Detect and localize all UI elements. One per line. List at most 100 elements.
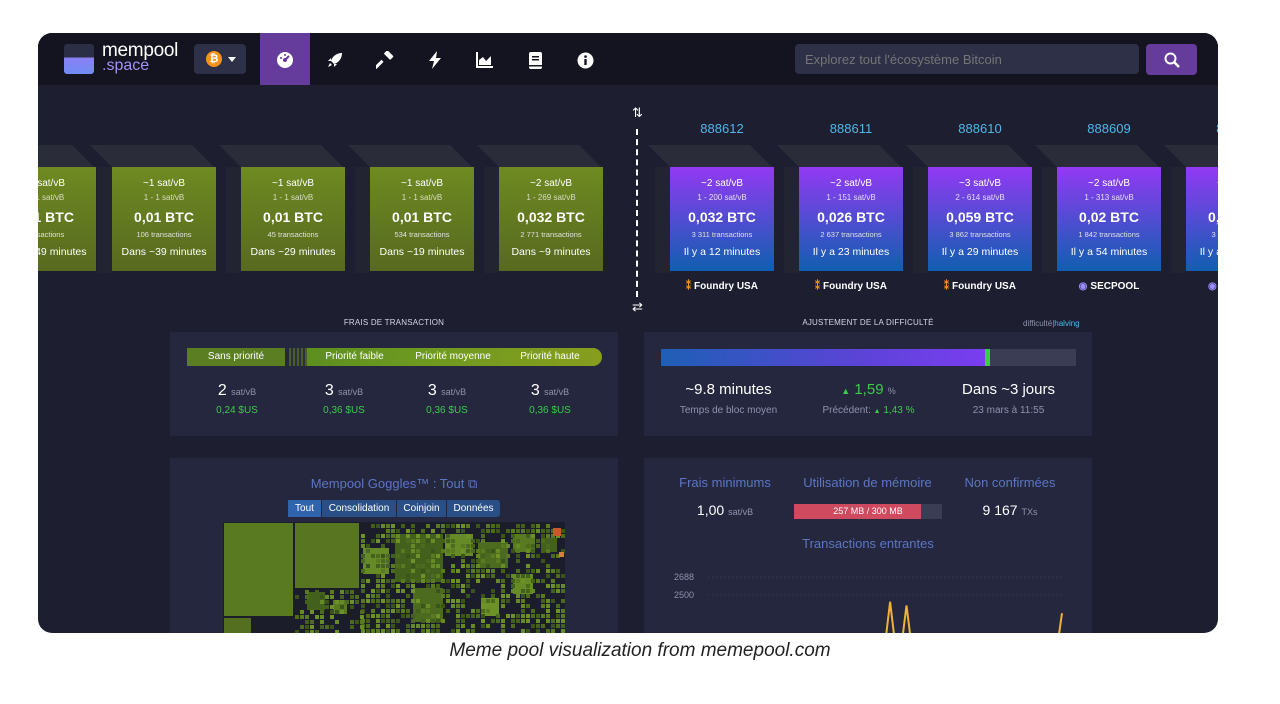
treemap-cell[interactable] xyxy=(476,574,480,578)
treemap-cell[interactable] xyxy=(416,539,420,543)
pending-block[interactable]: ~1 sat/vB 1 - 1 sat/vB 0,01 BTC 45 trans… xyxy=(219,145,345,273)
treemap-cell[interactable] xyxy=(411,549,415,553)
treemap-cell[interactable] xyxy=(461,559,465,563)
treemap-cell[interactable] xyxy=(516,539,520,543)
treemap-cell[interactable] xyxy=(361,629,365,633)
treemap-cell[interactable] xyxy=(381,609,385,613)
treemap-cell[interactable] xyxy=(531,534,535,538)
treemap-cell[interactable] xyxy=(491,574,495,578)
treemap-cell[interactable] xyxy=(466,629,470,633)
treemap-cell[interactable] xyxy=(536,629,540,633)
treemap-cell[interactable] xyxy=(501,544,505,548)
treemap-cell[interactable] xyxy=(516,614,520,618)
treemap-cell[interactable] xyxy=(541,534,545,538)
treemap-cell[interactable] xyxy=(491,544,495,548)
treemap-cell[interactable] xyxy=(340,610,344,614)
treemap-cell[interactable] xyxy=(456,609,460,613)
treemap-cell[interactable] xyxy=(436,584,440,588)
treemap-cell[interactable] xyxy=(546,534,550,538)
treemap-cell[interactable] xyxy=(361,599,365,603)
treemap-cell[interactable] xyxy=(366,629,370,633)
treemap-cell[interactable] xyxy=(471,574,475,578)
treemap-cell[interactable] xyxy=(491,569,495,573)
treemap-cell[interactable] xyxy=(451,544,455,548)
treemap-cell[interactable] xyxy=(381,544,385,548)
treemap-cell[interactable] xyxy=(471,629,475,633)
treemap-cell[interactable] xyxy=(526,589,530,593)
treemap-cell[interactable] xyxy=(511,614,515,618)
treemap-cell[interactable] xyxy=(295,630,299,633)
treemap-cell[interactable] xyxy=(451,564,455,568)
treemap-cell[interactable] xyxy=(506,574,510,578)
treemap-cell[interactable] xyxy=(335,610,339,614)
treemap-cell[interactable] xyxy=(516,549,520,553)
treemap-cell[interactable] xyxy=(481,624,485,628)
treemap-cell[interactable] xyxy=(496,554,500,558)
treemap-cell[interactable] xyxy=(461,599,465,603)
treemap-cell[interactable] xyxy=(531,544,535,548)
treemap-cell[interactable] xyxy=(536,579,540,583)
treemap-cell[interactable] xyxy=(401,549,405,553)
treemap-cell[interactable] xyxy=(541,579,545,583)
treemap-cell[interactable] xyxy=(426,584,430,588)
treemap-cell[interactable] xyxy=(551,624,555,628)
treemap-cell[interactable] xyxy=(476,554,480,558)
treemap-cell[interactable] xyxy=(396,604,400,608)
treemap-cell[interactable] xyxy=(511,579,515,583)
treemap-cell[interactable] xyxy=(416,624,420,628)
treemap-cell[interactable] xyxy=(551,569,555,573)
treemap-cell[interactable] xyxy=(466,594,470,598)
treemap-cell[interactable] xyxy=(386,529,390,533)
treemap-cell[interactable] xyxy=(446,524,450,528)
treemap-cell[interactable] xyxy=(340,600,344,604)
treemap-cell[interactable] xyxy=(516,594,520,598)
treemap-cell[interactable] xyxy=(441,569,445,573)
treemap-cell[interactable] xyxy=(371,524,375,528)
treemap-cell[interactable] xyxy=(461,619,465,623)
treemap-cell[interactable] xyxy=(441,619,445,623)
treemap-cell[interactable] xyxy=(310,630,314,633)
treemap-cell[interactable] xyxy=(506,614,510,618)
treemap-cell[interactable] xyxy=(511,619,515,623)
treemap-cell[interactable] xyxy=(546,524,550,528)
treemap-cell[interactable] xyxy=(521,579,525,583)
treemap-cell[interactable] xyxy=(446,609,450,613)
treemap-cell[interactable] xyxy=(481,594,485,598)
treemap-cell[interactable] xyxy=(446,599,450,603)
treemap-cell[interactable] xyxy=(366,594,370,598)
treemap-cell[interactable] xyxy=(315,615,319,619)
treemap-cell[interactable] xyxy=(496,614,500,618)
treemap-cell[interactable] xyxy=(371,539,375,543)
treemap-cell[interactable] xyxy=(386,594,390,598)
treemap-cell[interactable] xyxy=(531,614,535,618)
treemap-cell[interactable] xyxy=(561,589,565,593)
treemap-cell[interactable] xyxy=(325,605,329,609)
treemap-cell[interactable] xyxy=(556,614,560,618)
treemap-cell[interactable] xyxy=(391,619,395,623)
treemap-cell[interactable] xyxy=(521,599,525,603)
treemap-cell[interactable] xyxy=(536,544,540,548)
treemap-cell[interactable] xyxy=(496,544,500,548)
treemap-cell[interactable] xyxy=(501,599,505,603)
treemap-cell[interactable] xyxy=(386,539,390,543)
treemap-cell[interactable] xyxy=(391,569,395,573)
treemap-cell[interactable] xyxy=(401,564,405,568)
treemap-cell[interactable] xyxy=(531,554,535,558)
treemap-cell[interactable] xyxy=(471,614,475,618)
treemap-cell[interactable] xyxy=(461,529,465,533)
treemap-cell[interactable] xyxy=(436,629,440,633)
treemap-cell[interactable] xyxy=(391,604,395,608)
treemap-cell[interactable] xyxy=(320,615,324,619)
treemap-cell[interactable] xyxy=(431,584,435,588)
treemap-cell[interactable] xyxy=(431,629,435,633)
treemap-cell[interactable] xyxy=(381,619,385,623)
block-height-link[interactable]: 888612 xyxy=(700,121,744,136)
tab-donnees[interactable]: Données xyxy=(447,500,500,517)
treemap-cell[interactable] xyxy=(396,599,400,603)
treemap-cell[interactable] xyxy=(411,629,415,633)
treemap-cell[interactable] xyxy=(486,569,490,573)
treemap-cell[interactable] xyxy=(396,584,400,588)
treemap-cell[interactable] xyxy=(451,524,455,528)
treemap-cell[interactable] xyxy=(561,574,565,578)
treemap-cell[interactable] xyxy=(361,544,365,548)
